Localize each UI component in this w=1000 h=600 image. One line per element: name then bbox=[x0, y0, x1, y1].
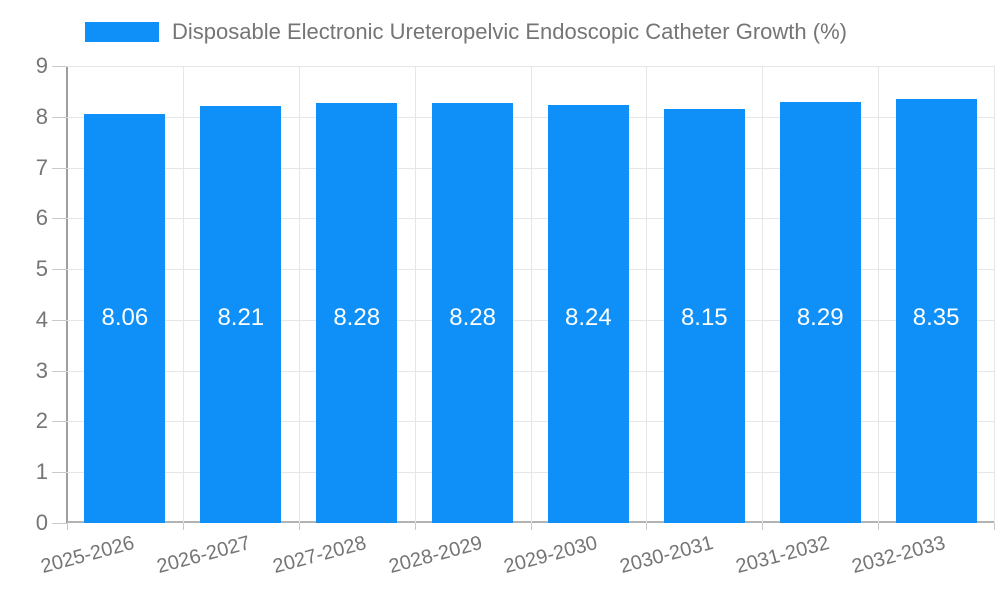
bar-value-label: 8.15 bbox=[680, 304, 728, 331]
bar bbox=[84, 113, 166, 523]
y-tick-label: 1 bbox=[35, 459, 48, 485]
x-tick-mark bbox=[415, 523, 416, 530]
x-tick-label: 2025-2026 bbox=[38, 532, 137, 579]
y-tick-label: 6 bbox=[35, 205, 48, 231]
gridline-vertical bbox=[183, 66, 184, 523]
bar bbox=[663, 109, 745, 523]
gridline-vertical bbox=[994, 66, 995, 523]
y-tick-label: 8 bbox=[35, 103, 48, 129]
gridline-vertical bbox=[762, 66, 763, 523]
bar-value-label: 8.06 bbox=[101, 304, 149, 331]
y-tick-mark bbox=[52, 168, 67, 169]
y-tick-mark bbox=[52, 371, 67, 372]
gridline-horizontal bbox=[67, 167, 994, 169]
gridline-horizontal bbox=[67, 269, 994, 271]
bar bbox=[779, 102, 861, 523]
x-tick-mark bbox=[762, 523, 763, 530]
bar bbox=[547, 104, 629, 523]
bar-value-label: 8.29 bbox=[796, 304, 844, 331]
y-tick-label: 2 bbox=[35, 408, 48, 434]
bar-value-label: 8.24 bbox=[565, 304, 612, 331]
y-tick-label: 3 bbox=[35, 357, 48, 383]
y-tick-label: 9 bbox=[35, 53, 48, 78]
bar bbox=[432, 102, 514, 523]
bar bbox=[316, 102, 398, 523]
plot-area: 8.06 8.21 8.28 8.28 8.24 8.15 8.29 8.35 bbox=[67, 66, 995, 523]
x-tick-label: 2028-2029 bbox=[386, 532, 485, 579]
x-tick-mark bbox=[183, 523, 184, 530]
gridline-vertical bbox=[299, 66, 300, 523]
bar bbox=[895, 99, 977, 523]
gridline-horizontal bbox=[67, 472, 994, 474]
x-tick-mark bbox=[531, 523, 532, 530]
y-tick-label: 7 bbox=[35, 154, 48, 180]
x-tick-label: 2027-2028 bbox=[270, 532, 369, 579]
bar-value-label: 8.35 bbox=[912, 304, 960, 331]
y-tick-mark bbox=[52, 421, 67, 422]
x-tick-mark bbox=[67, 523, 68, 530]
gridline-horizontal bbox=[67, 218, 994, 220]
y-tick-label: 0 bbox=[35, 510, 48, 535]
x-tick-label: 2026-2027 bbox=[154, 532, 253, 579]
y-tick-mark bbox=[52, 320, 67, 321]
bar bbox=[200, 106, 282, 523]
gridline-horizontal bbox=[67, 370, 994, 372]
gridline-vertical bbox=[878, 66, 879, 523]
x-tick-label: 2032-2033 bbox=[849, 532, 948, 579]
gridline-vertical bbox=[531, 66, 532, 523]
y-tick-mark bbox=[52, 218, 67, 219]
y-tick-mark bbox=[52, 472, 67, 473]
gridline-horizontal bbox=[67, 66, 994, 67]
legend: Disposable Electronic Ureteropelvic Endo… bbox=[85, 19, 847, 44]
x-tick-label: 2030-2031 bbox=[617, 532, 716, 579]
y-tick-mark bbox=[52, 269, 67, 270]
gridline-horizontal bbox=[67, 421, 994, 423]
bar-value-label: 8.28 bbox=[449, 304, 496, 331]
gridline-vertical bbox=[646, 66, 647, 523]
x-tick-label: 2031-2032 bbox=[733, 532, 832, 579]
bar-value-label: 8.21 bbox=[217, 304, 265, 331]
y-tick-mark bbox=[52, 66, 67, 67]
y-tick-mark bbox=[52, 117, 67, 118]
y-tick-mark bbox=[52, 523, 67, 524]
x-tick-mark bbox=[299, 523, 300, 530]
y-axis-line bbox=[66, 66, 68, 524]
x-tick-mark bbox=[878, 523, 879, 530]
gridline-vertical bbox=[415, 66, 416, 523]
x-tick-mark bbox=[646, 523, 647, 530]
gridline-horizontal bbox=[67, 116, 994, 118]
bar-value-label: 8.28 bbox=[333, 304, 381, 331]
legend-label: Disposable Electronic Ureteropelvic Endo… bbox=[172, 19, 847, 44]
y-tick-label: 5 bbox=[35, 256, 48, 282]
y-tick-label: 4 bbox=[35, 306, 48, 332]
x-tick-mark bbox=[994, 523, 995, 530]
x-tick-label: 2029-2030 bbox=[501, 532, 601, 579]
legend-swatch bbox=[85, 22, 159, 42]
gridline-horizontal bbox=[67, 319, 994, 321]
